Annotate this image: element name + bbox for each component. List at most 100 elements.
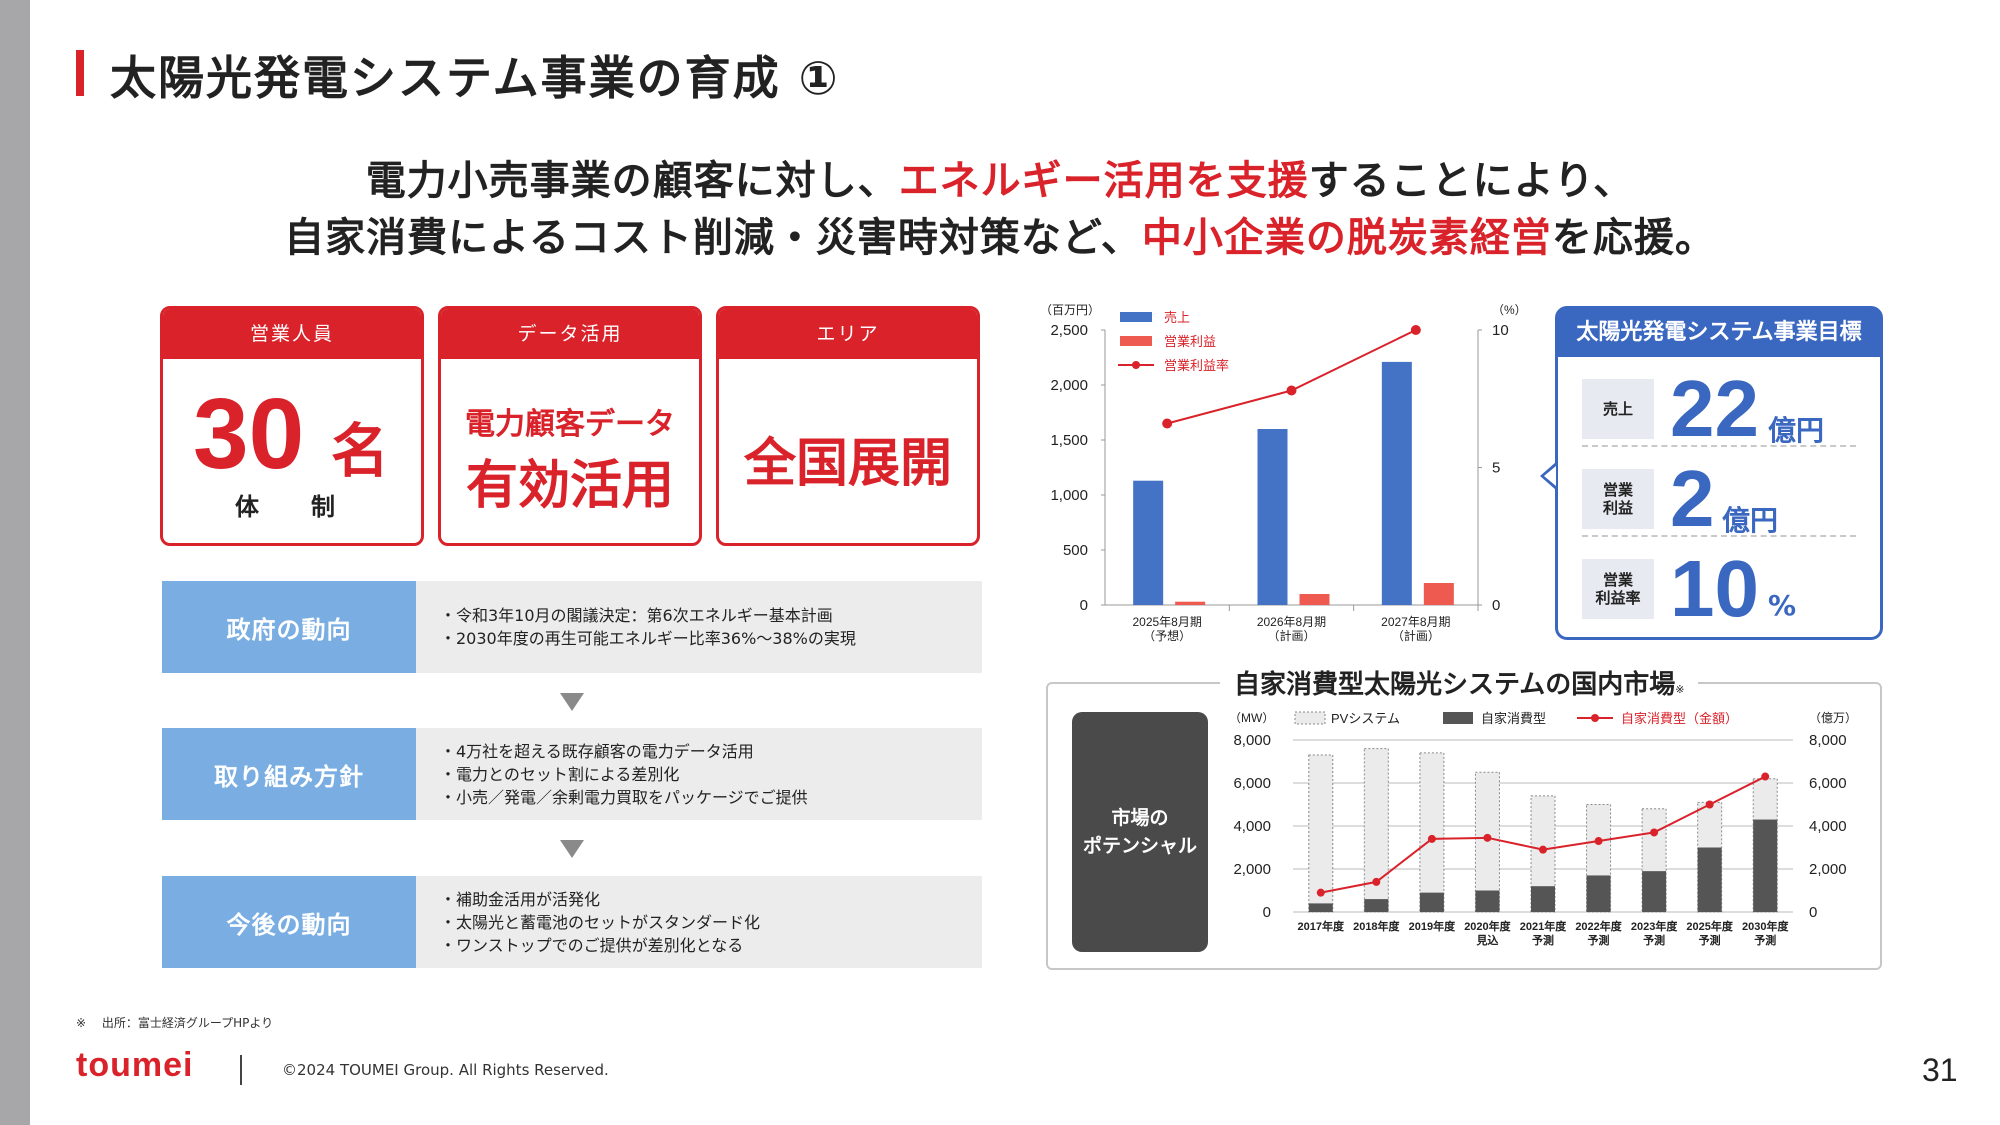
flow-item: ・令和3年10月の閣議決定：第6次エネルギー基本計画 (440, 606, 833, 625)
card-data-body: 電力顧客データ 有効活用 (441, 359, 699, 543)
flow-item: ・電力とのセット割による差別化 (440, 764, 680, 784)
legend-label-self: 自家消費型 (1481, 711, 1546, 726)
legend-swatch-profit (1120, 336, 1152, 346)
y-tick-label: 2,000 (1050, 377, 1088, 394)
y2-tick-label: 6,000 (1809, 775, 1847, 792)
goal-tag-sales: 売上 (1582, 379, 1654, 439)
y-tick-label: 4,000 (1233, 818, 1271, 835)
bar-self-consumption (1642, 871, 1667, 912)
goal-tag-margin: 営業 利益率 (1582, 559, 1654, 619)
card-sales-head: 営業人員 (163, 309, 421, 359)
x-tick-label: 2023年度 (1631, 919, 1678, 933)
x-tick-label: 2019年度 (1409, 919, 1456, 933)
y-tick-label: 6,000 (1233, 775, 1271, 792)
bar-pv-system (1419, 752, 1445, 913)
flow-row-government: 政府の動向 ・令和3年10月の閣議決定：第6次エネルギー基本計画 ・2030年度… (162, 581, 982, 673)
sales-staff-number: 30 (193, 378, 305, 490)
legend-label-sales: 売上 (1164, 310, 1190, 325)
flow-label-future: 今後の動向 (162, 876, 416, 968)
y-tick-label: 8,000 (1233, 732, 1271, 749)
x-tick-label: 2021年度 (1520, 919, 1567, 933)
bar-self-consumption (1364, 899, 1389, 912)
bar-sales (1133, 480, 1164, 605)
point-profit-margin (1162, 418, 1173, 429)
point-profit-margin (1286, 385, 1297, 396)
x-tick-label: （予想） (1143, 628, 1191, 643)
bar-self-consumption (1586, 875, 1611, 912)
x-tick-label: 2018年度 (1353, 919, 1400, 933)
card-area-body: 全国展開 (719, 359, 977, 543)
y-tick-label: 2,500 (1050, 322, 1088, 339)
bar-sales (1257, 429, 1288, 605)
lead-1-text-a: 電力小売事業の顧客に対し、 (365, 158, 899, 204)
legend-label-pv: PVシステム (1331, 711, 1400, 726)
point-self-consumption-amount (1539, 845, 1547, 854)
down-arrow-icon (560, 840, 584, 858)
card-data-usage: データ活用 電力顧客データ 有効活用 (438, 306, 702, 546)
flow-label-policy: 取り組み方針 (162, 728, 416, 820)
lead-1-highlight: エネルギー活用を支援 (898, 158, 1309, 204)
flow-item: ・2030年度の再生可能エネルギー比率36%～38%の実現 (440, 629, 856, 648)
bar-self-consumption (1697, 847, 1722, 912)
point-profit-margin (1410, 325, 1421, 335)
market-potential-label: 市場の ポテンシャル (1072, 712, 1208, 952)
title-accent-bar (76, 50, 84, 96)
flow-row-policy: 取り組み方針 ・4万社を超える既存顧客の電力データ活用 ・電力とのセット割による… (162, 728, 982, 820)
page-number: 31 (1922, 1052, 1958, 1088)
bar-self-consumption (1475, 890, 1500, 912)
goal-row-sales: 売上 22 億円 (1582, 367, 1856, 451)
goal-row-margin: 営業 利益率 10 % (1582, 547, 1856, 631)
point-self-consumption-amount (1594, 837, 1603, 846)
bar-self-consumption (1419, 892, 1444, 912)
goal-unit-profit: 億円 (1722, 504, 1779, 537)
x-tick-label: 2026年8月期 (1257, 615, 1326, 629)
flow-item: ・補助金活用が活発化 (440, 889, 601, 909)
market-title: 自家消費型太陽光システムの国内市場※ (1220, 664, 1699, 701)
data-usage-line-1: 電力顧客データ (465, 407, 675, 442)
lead-2-text-b: を応援。 (1551, 215, 1716, 261)
legend-label-amount: 自家消費型（金額） (1621, 711, 1738, 726)
lead-line-2: 自家消費によるコスト削減・災害時対策など、中小企業の脱炭素経営を応援。 (0, 205, 2000, 263)
y2-tick-label: 2,000 (1809, 861, 1847, 878)
y2-axis-unit: （億万） (1809, 711, 1857, 725)
legend-point-margin (1132, 361, 1140, 369)
x-tick-label: 見込 (1475, 933, 1498, 947)
x-tick-label: （計画） (1392, 628, 1440, 643)
left-accent-band (0, 0, 30, 1125)
point-self-consumption-amount (1427, 834, 1436, 843)
point-self-consumption-amount (1650, 828, 1659, 837)
y-tick-label: 0 (1263, 904, 1271, 921)
y2-tick-label: 5 (1492, 460, 1500, 477)
y-axis-unit: （MW） (1229, 711, 1274, 725)
point-self-consumption-amount (1372, 877, 1381, 886)
card-sales-staff: 営業人員 30 名 体 制 (160, 306, 424, 546)
x-tick-label: 予測 (1754, 933, 1776, 947)
flow-items-policy: ・4万社を超える既存顧客の電力データ活用 ・電力とのセット割による差別化 ・小売… (440, 728, 808, 820)
y2-tick-label: 4,000 (1809, 818, 1847, 835)
y-tick-label: 1,500 (1050, 432, 1088, 449)
sales-staff-unit: 名 (331, 417, 390, 485)
y2-tick-label: 0 (1809, 904, 1817, 921)
x-tick-label: 予測 (1588, 933, 1610, 947)
y2-axis-unit: （%） (1492, 303, 1525, 317)
goal-unit-sales: 億円 (1768, 414, 1825, 447)
point-self-consumption-amount (1316, 888, 1325, 897)
y2-tick-label: 10 (1492, 322, 1509, 339)
legend-label-profit: 営業利益 (1164, 334, 1216, 349)
bar-pv-system (1308, 754, 1334, 913)
x-tick-label: 予測 (1699, 933, 1721, 947)
lead-line-1: 電力小売事業の顧客に対し、エネルギー活用を支援することにより、 (0, 148, 2000, 206)
financial-chart: （百万円） （%） 0 500 1,000 1,500 2,000 2,500 0 5 10 2025… (1040, 303, 1525, 643)
x-tick-label: 2020年度 (1464, 919, 1511, 933)
point-self-consumption-amount (1761, 772, 1770, 781)
goal-value-sales: 22 (1670, 364, 1759, 453)
x-tick-label: 2017年度 (1298, 919, 1345, 933)
flow-item: ・小売／発電／余剰電力買取をパッケージでご提供 (440, 787, 808, 807)
legend-point-amount (1591, 714, 1599, 722)
y-tick-label: 0 (1080, 597, 1088, 614)
card-area-head: エリア (719, 309, 977, 359)
bar-operating-profit (1423, 583, 1454, 605)
goal-value-margin: 10 (1670, 544, 1759, 633)
goal-row-profit: 営業 利益 2 億円 (1582, 457, 1856, 541)
goal-unit-margin: % (1768, 589, 1797, 622)
